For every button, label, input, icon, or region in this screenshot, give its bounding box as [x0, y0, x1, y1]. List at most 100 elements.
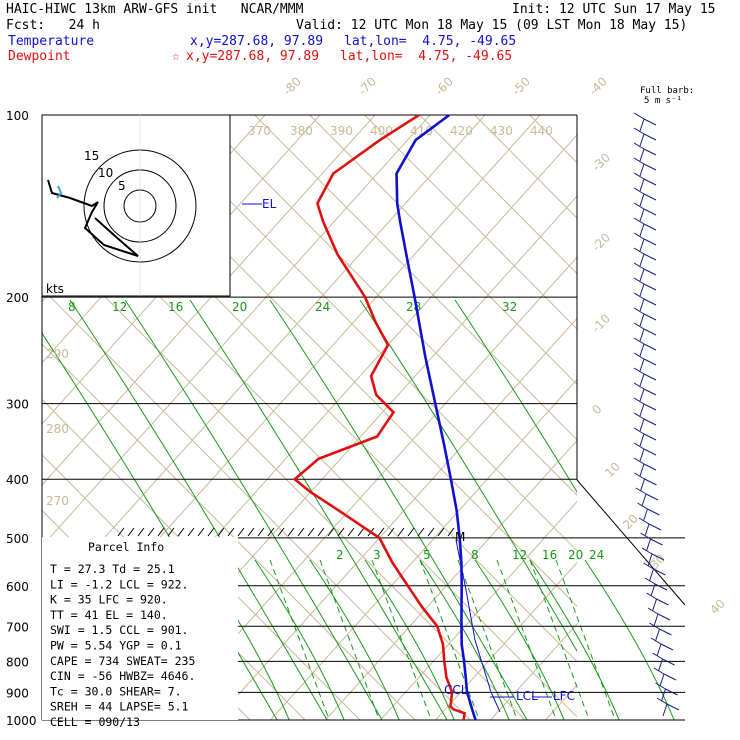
wind-barb-staff [643, 268, 657, 276]
wind-barb-flag [644, 523, 650, 537]
wind-barb-staff [633, 127, 645, 135]
dry-adiabat-line [545, 75, 740, 720]
wind-barb-staff [643, 253, 657, 261]
wind-barb-staff [633, 187, 645, 195]
wind-barb-staff [645, 493, 659, 501]
wind-barb-staff [633, 112, 645, 120]
freezing-hatch [407, 527, 415, 537]
moist-adiabat-label: 28 [406, 300, 421, 314]
freezing-hatch [197, 527, 205, 537]
moist-adiabat-label: 32 [502, 300, 517, 314]
isotherm-label: 30 [647, 551, 668, 572]
freezing-hatch [317, 527, 325, 537]
mixing-ratio-label: 3 [373, 548, 381, 562]
parcel-info-line: SREH = 44 LAPSE= 5.1 [50, 700, 189, 714]
wind-barb-staff [654, 583, 668, 591]
wind-barb-staff [666, 703, 680, 711]
wind-barb-staff [656, 598, 669, 606]
freezing-hatch [327, 527, 335, 537]
wind-barb-staff [633, 277, 645, 285]
wind-barb-flag [652, 598, 657, 612]
mixing-ratio-label: 5 [423, 548, 431, 562]
wind-barb-staff [659, 628, 672, 636]
hodograph-frame [41, 114, 231, 297]
wind-barb-flag [659, 673, 665, 687]
wind-barb-staff [633, 352, 645, 360]
freezing-hatch [167, 527, 175, 537]
wind-barb-staff [643, 403, 657, 411]
isotherm-label: 0 [589, 402, 604, 417]
wind-barb-flag [646, 538, 651, 552]
wind-barb-flag [639, 463, 645, 477]
pressure-tick-label: 700 [6, 620, 29, 634]
wind-barb-staff [647, 607, 659, 615]
isotherm-label: -40 [586, 74, 610, 98]
isotherm-label: -60 [432, 74, 456, 98]
parcel-info-box [42, 537, 238, 720]
parcel-ascent-line [455, 539, 501, 713]
wind-barb-staff [643, 148, 657, 156]
dry-adiabat-label: 440 [530, 124, 553, 138]
wind-barb-staff [649, 622, 660, 630]
isotherm-line [434, 562, 577, 720]
freezing-hatch [447, 527, 455, 537]
wind-barb-flag [639, 193, 645, 207]
wind-barb-staff [643, 238, 657, 246]
dry-adiabat-line [363, 115, 577, 330]
wind-barb-staff [633, 457, 645, 465]
wind-barb-staff [643, 562, 654, 570]
valid-time: Valid: 12 UTC Mon 18 May 15 (09 LST Mon … [296, 18, 688, 33]
wind-barb-staff [653, 568, 666, 576]
ccl-label: CCL [444, 683, 468, 697]
wind-barb-staff [646, 592, 657, 600]
pressure-tick-label: 1000 [6, 714, 37, 728]
wind-barb-flag [639, 178, 645, 192]
wind-barb-staff [655, 682, 666, 690]
dry-adiabat-line [528, 115, 577, 164]
wind-barb-staff [643, 358, 657, 366]
parcel-info-line: CELL = 090/13 [50, 715, 140, 729]
temperature-latlon: lat,lon= 4.75, -49.65 [344, 34, 517, 49]
freezing-hatch [177, 527, 185, 537]
dry-adiabat-label: 410 [410, 124, 433, 138]
moist-adiabat-lower-line [309, 559, 401, 720]
moist-adiabat-lower-line [529, 559, 621, 720]
wind-barb-flag [639, 358, 645, 372]
wind-barb-staff [633, 142, 645, 150]
pressure-tick-label: 200 [6, 291, 29, 305]
dewpoint-profile [292, 115, 467, 720]
dewpoint-latlon: lat,lon= 4.75, -49.65 [340, 49, 513, 64]
freezing-hatch [337, 527, 345, 537]
wind-barb-flag [661, 688, 666, 702]
parcel-info-line: CIN = -56 HWBZ= 4646. [50, 669, 195, 683]
wind-barb-staff [662, 658, 675, 666]
dry-adiabat-line [600, 75, 740, 720]
hodograph-ring-label: 10 [98, 166, 113, 180]
wind-barb-staff [650, 637, 662, 645]
isotherm-line [42, 115, 376, 486]
wind-barb-flag [656, 643, 662, 657]
parcel-info-line: K = 35 LFC = 920. [50, 593, 168, 607]
wind-barb-staff [633, 442, 645, 450]
wind-barb-staff [643, 418, 657, 426]
freezing-hatch [267, 527, 275, 537]
dry-adiabat-label: 370 [248, 124, 271, 138]
wind-barb-flag [639, 133, 645, 147]
pressure-tick-label: 800 [6, 655, 29, 669]
parcel-info-line: TT = 41 EL = 140. [50, 608, 168, 622]
wind-barb-staff [643, 328, 657, 336]
dry-adiabat-line [710, 75, 740, 720]
wind-barb-flag [649, 568, 654, 582]
freezing-hatch [137, 527, 145, 537]
freezing-hatch [417, 527, 425, 537]
freezing-hatch [437, 527, 445, 537]
wind-barb-flag [650, 583, 656, 597]
pressure-tick-label: 100 [6, 109, 29, 123]
hodograph-trace [47, 179, 139, 257]
wind-barb-staff [633, 172, 645, 180]
mixing-ratio-line [371, 559, 433, 720]
parcel-info-line: SWI = 1.5 CCL = 901. [50, 623, 188, 637]
wind-barb-flag [643, 508, 648, 522]
wind-barb-staff [657, 613, 671, 621]
wind-barb-flag [639, 118, 645, 132]
